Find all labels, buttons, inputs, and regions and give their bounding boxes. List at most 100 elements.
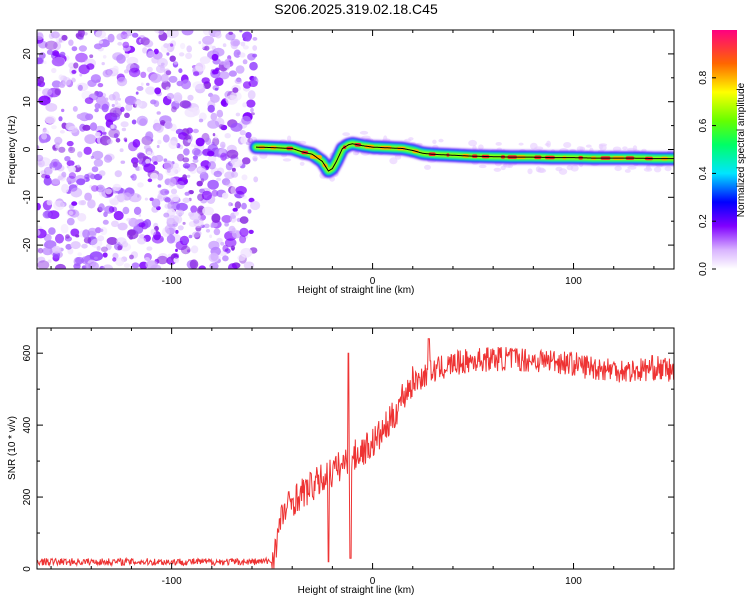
- noise-speckle-dot: [106, 139, 113, 145]
- noise-speckle-dot: [193, 71, 200, 77]
- noise-speckle-dot: [179, 52, 185, 57]
- noise-speckle-dot: [221, 157, 226, 160]
- noise-speckle-dot: [250, 108, 254, 113]
- noise-speckle-dot: [77, 84, 83, 91]
- noise-speckle-dot: [208, 161, 217, 170]
- noise-speckle-dot: [136, 115, 148, 126]
- y-tick-label: 20: [22, 48, 33, 60]
- noise-speckle-dot: [199, 56, 211, 64]
- noise-speckle-dot: [122, 206, 130, 215]
- noise-speckle-dot: [189, 259, 199, 269]
- noise-speckle-dot: [164, 224, 176, 235]
- ridge-halo-dot: [438, 138, 444, 143]
- ridge-halo-dot: [287, 135, 292, 142]
- noise-speckle-dot: [241, 174, 248, 181]
- noise-speckle-dot: [196, 180, 203, 187]
- noise-speckle-dot: [44, 174, 51, 179]
- noise-speckle-dot: [198, 207, 204, 213]
- noise-speckle-dot: [166, 92, 175, 100]
- noise-speckle-dot: [166, 168, 171, 173]
- noise-speckle-dot: [117, 245, 123, 251]
- noise-speckle-dot: [139, 166, 143, 171]
- noise-speckle-dot: [100, 246, 108, 253]
- noise-speckle-dot: [76, 178, 86, 186]
- noise-speckle-dot: [235, 185, 247, 195]
- snr-xlabel: Height of straight line (km): [298, 585, 415, 596]
- spectrogram-ylabel: Frequency (Hz): [7, 116, 18, 185]
- noise-speckle-dot: [135, 166, 141, 171]
- noise-speckle-dot: [157, 195, 163, 200]
- x-tick-label: -100: [162, 576, 182, 587]
- noise-speckle-dot: [80, 200, 87, 206]
- noise-speckle-dot: [239, 235, 247, 244]
- noise-speckle-dot: [112, 65, 119, 74]
- noise-speckle-dot: [225, 64, 231, 69]
- noise-speckle-dot: [220, 152, 228, 161]
- noise-speckle-dot: [54, 88, 61, 96]
- noise-speckle-dot: [224, 238, 237, 248]
- noise-speckle-dot: [143, 219, 152, 228]
- noise-speckle-dot: [162, 134, 170, 143]
- noise-speckle-dot: [51, 245, 62, 254]
- noise-speckle-dot: [166, 215, 180, 225]
- noise-speckle-dot: [202, 206, 215, 216]
- noise-speckle-dot: [37, 32, 44, 41]
- noise-speckle-dot: [139, 118, 148, 127]
- noise-speckle-dot: [190, 143, 195, 148]
- noise-speckle-dot: [84, 97, 94, 104]
- noise-speckle-dot: [121, 127, 127, 132]
- noise-speckle-dot: [173, 94, 183, 104]
- noise-speckle-dot: [226, 149, 239, 159]
- noise-speckle-dot: [75, 52, 88, 63]
- noise-speckle-dot: [61, 108, 65, 113]
- noise-speckle-dot: [181, 30, 194, 36]
- noise-speckle-dot: [252, 53, 258, 58]
- noise-speckle-dot: [131, 262, 140, 269]
- noise-speckle-dot: [147, 178, 153, 183]
- figure-title: S206.2025.319.02.18.C45: [274, 1, 438, 17]
- noise-speckle-dot: [132, 161, 138, 168]
- noise-speckle-dot: [68, 39, 74, 46]
- noise-speckle-dot: [61, 171, 67, 178]
- noise-speckle-dot: [157, 173, 164, 181]
- ridge-halo-dot: [389, 157, 398, 165]
- noise-speckle-dot: [57, 175, 64, 180]
- noise-speckle-dot: [229, 182, 233, 187]
- noise-speckle-dot: [153, 122, 162, 132]
- noise-speckle-dot: [230, 245, 236, 251]
- noise-speckle-dot: [166, 234, 176, 244]
- noise-speckle-dot: [92, 150, 104, 160]
- snr-ylabel: SNR (10 * v/v): [7, 416, 18, 480]
- noise-speckle-dot: [51, 50, 60, 57]
- noise-speckle-dot: [247, 90, 256, 100]
- noise-speckle-dot: [198, 118, 204, 123]
- noise-speckle-dot: [157, 139, 162, 145]
- noise-speckle-dot: [111, 103, 115, 108]
- noise-speckle-dot: [140, 71, 147, 79]
- noise-speckle-dot: [38, 95, 51, 106]
- noise-speckle-dot: [83, 146, 92, 155]
- noise-speckle-dot: [230, 38, 241, 47]
- noise-speckle-dot: [186, 174, 191, 178]
- noise-speckle-dot: [224, 222, 230, 227]
- ridge-halo-dot: [546, 140, 551, 148]
- signal-ridge: [249, 130, 674, 182]
- noise-speckle-dot: [211, 53, 219, 61]
- noise-speckle-dot: [105, 188, 112, 195]
- noise-speckle-dot: [82, 124, 91, 131]
- noise-speckle-dot: [42, 88, 53, 97]
- noise-speckle-dot: [163, 212, 170, 218]
- noise-speckle-dot: [232, 207, 238, 212]
- noise-speckle-dot: [119, 148, 124, 153]
- noise-speckle-dot: [129, 254, 134, 260]
- noise-speckle-dot: [90, 74, 101, 84]
- noise-speckle-dot: [195, 137, 205, 147]
- noise-speckle-dot: [89, 54, 94, 58]
- ridge-halo-dot: [518, 142, 524, 146]
- noise-speckle-dot: [96, 246, 101, 251]
- colorbar-gradient: [712, 30, 737, 269]
- noise-speckle-dot: [182, 174, 188, 181]
- ridge-halo-dot: [627, 165, 637, 170]
- noise-speckle-dot: [77, 151, 83, 158]
